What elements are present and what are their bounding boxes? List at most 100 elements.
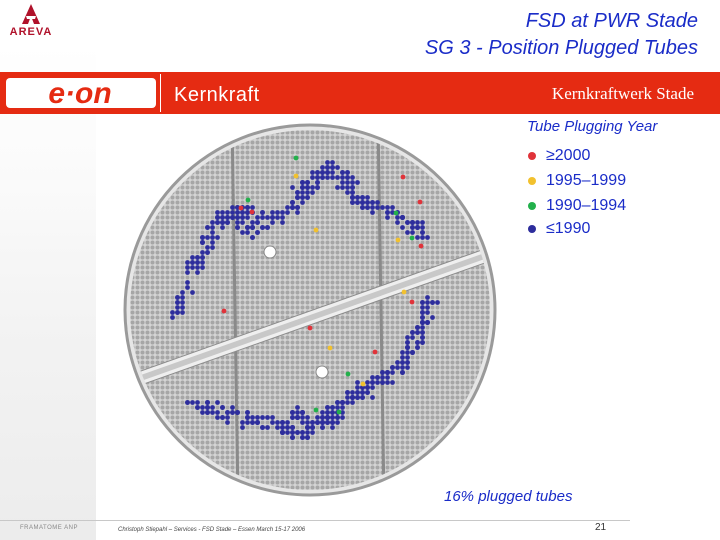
plugged-tube [395, 215, 400, 220]
plugged-tube [390, 370, 395, 375]
plugged-tube [325, 405, 330, 410]
plugged-tube [300, 180, 305, 185]
plugged-tube [410, 225, 415, 230]
plugged-tube [410, 230, 415, 235]
plugged-tube [320, 420, 325, 425]
plugged-tube [180, 295, 185, 300]
plugged-tube [300, 435, 305, 440]
plugged-tube [295, 430, 300, 435]
plugged-tube [295, 405, 300, 410]
plugged-tube [293, 155, 299, 161]
plugged-tube [415, 345, 420, 350]
plugged-tube [210, 245, 215, 250]
plugged-tube [365, 380, 370, 385]
plugged-tube [405, 355, 410, 360]
plugged-tube [185, 400, 190, 405]
plugged-tube [200, 250, 205, 255]
plugged-tube [350, 175, 355, 180]
tie-rod-line-left [230, 130, 240, 490]
plugged-tube [420, 300, 425, 305]
legend-item-1995-1999: 1995–1999 [528, 172, 626, 190]
plugged-tube [190, 290, 195, 295]
plugged-tube [420, 340, 425, 345]
plugged-tube [310, 170, 315, 175]
plugged-tube [295, 410, 300, 415]
plugged-tube [295, 210, 300, 215]
plugged-tube [330, 415, 335, 420]
plugged-tube [195, 260, 200, 265]
plugged-tube [255, 420, 260, 425]
plugged-tube [185, 260, 190, 265]
plugged-tube [305, 190, 310, 195]
plugged-tube [225, 220, 230, 225]
plugged-tube [340, 415, 345, 420]
plugged-tube [200, 260, 205, 265]
plugged-tube [395, 220, 400, 225]
plugged-tube [240, 210, 245, 215]
plugged-tube [230, 205, 235, 210]
plugged-tube [221, 308, 227, 314]
plugged-tube [260, 225, 265, 230]
plugged-tube [360, 395, 365, 400]
plugged-tube [330, 410, 335, 415]
plugged-tube [395, 237, 401, 243]
legend-label: 1990–1994 [546, 197, 627, 214]
plugged-tube [245, 215, 250, 220]
plugged-tube [200, 240, 205, 245]
plugged-tube [250, 420, 255, 425]
plugged-tube [390, 205, 395, 210]
plugged-tube [280, 220, 285, 225]
plugged-tube [235, 210, 240, 215]
plugged-tube [370, 375, 375, 380]
plugged-tube [280, 215, 285, 220]
plugged-tube [385, 370, 390, 375]
plugged-tube [215, 235, 220, 240]
plugged-tube [325, 160, 330, 165]
plugged-tube [260, 425, 265, 430]
plugged-tube [205, 410, 210, 415]
plugged-tube [225, 415, 230, 420]
plugged-tube [320, 175, 325, 180]
plugged-tube [420, 230, 425, 235]
plugged-tube [355, 180, 360, 185]
plugged-tube [350, 390, 355, 395]
plugged-tube [400, 355, 405, 360]
plugged-tube [345, 371, 351, 377]
plugged-tube [300, 420, 305, 425]
plugged-tube [420, 330, 425, 335]
plugged-tube [330, 425, 335, 430]
plugged-tube [400, 350, 405, 355]
plugged-tube [215, 415, 220, 420]
plugged-tube [415, 330, 420, 335]
plugged-tube [425, 305, 430, 310]
legend-item-2000: ≥2000 [528, 147, 590, 165]
plugged-tube [380, 380, 385, 385]
plugged-tube [215, 410, 220, 415]
plugged-tube [230, 215, 235, 220]
plugged-tube [375, 375, 380, 380]
plugged-tube [305, 180, 310, 185]
plugged-tube [195, 255, 200, 260]
plugged-tube [190, 400, 195, 405]
plugged-tube [180, 290, 185, 295]
plugged-tube [205, 245, 210, 250]
plugged-tube [230, 410, 235, 415]
plugged-tube [300, 185, 305, 190]
plugged-tube [270, 210, 275, 215]
legend-label: 1995–1999 [546, 172, 627, 189]
plugged-tube [355, 380, 360, 385]
plugged-tube [180, 300, 185, 305]
plugged-tube [330, 160, 335, 165]
plugged-tube [200, 235, 205, 240]
plugged-tube [280, 210, 285, 215]
plugged-tube [175, 295, 180, 300]
plugged-tube [365, 205, 370, 210]
plugged-tube [210, 410, 215, 415]
plugged-tube [240, 220, 245, 225]
plugged-tubes-layer [170, 155, 440, 440]
plugged-tube [395, 360, 400, 365]
plugged-tube [285, 210, 290, 215]
plugged-tube [425, 235, 430, 240]
plugged-tube [385, 210, 390, 215]
plugged-tube [370, 385, 375, 390]
